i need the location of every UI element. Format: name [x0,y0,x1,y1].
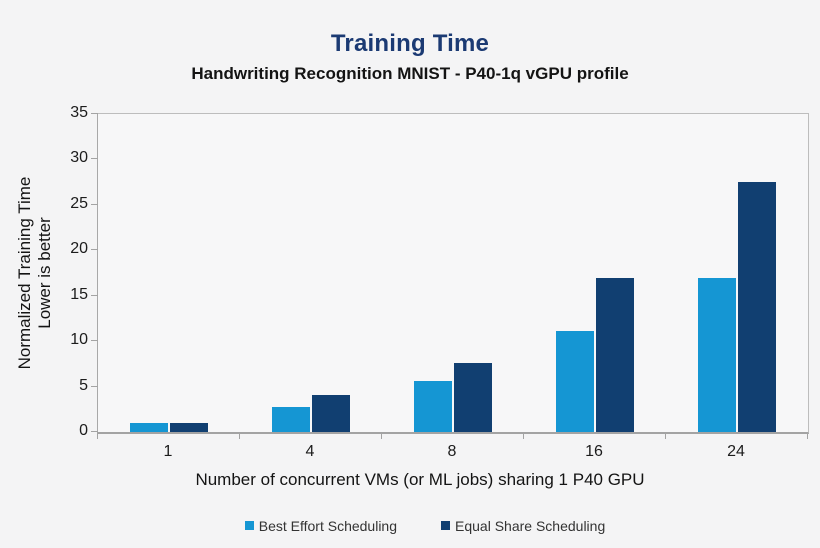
bar-equal-share-scheduling [454,362,492,432]
legend-item: Best Effort Scheduling [244,518,398,534]
y-tick-mark [91,294,98,296]
y-tick-label: 5 [79,376,88,394]
x-category-label: 24 [727,443,745,460]
x-category-label: 8 [447,443,457,460]
bar-group [240,114,382,432]
chart-title: Training Time [330,30,490,57]
chart-subtitle: Handwriting Recognition MNIST - P40-1q v… [191,64,629,83]
y-tick-label: 30 [70,149,88,167]
legend-label: Equal Share Scheduling [455,518,606,534]
bar-equal-share-scheduling [312,394,350,432]
x-tick-mark [523,432,524,439]
bar-equal-share-scheduling [170,422,208,432]
y-tick-mark [91,340,98,342]
x-tick-mark [381,432,382,439]
x-axis-title: Number of concurrent VMs (or ML jobs) sh… [195,470,645,489]
plot-area [97,113,809,434]
legend-label: Best Effort Scheduling [258,518,398,534]
y-tick-mark [91,249,98,251]
x-category-label: 4 [305,443,315,460]
bar-best-effort-scheduling [698,277,736,432]
y-axis-title-line1: Normalized Training Time [15,176,34,370]
bar-best-effort-scheduling [414,381,452,432]
x-category-label: 1 [163,443,173,460]
bar-best-effort-scheduling [130,422,168,432]
y-tick-mark [91,203,98,205]
bar-best-effort-scheduling [556,331,594,432]
bar-group [524,114,666,432]
y-tick-label: 0 [79,422,88,439]
legend-item: Equal Share Scheduling [441,518,605,534]
bar-group [382,114,524,432]
y-tick-mark [91,385,98,387]
y-tick-label: 15 [70,285,88,303]
y-tick-mark [91,113,98,114]
y-axis-title-line2: Lower is better [35,217,54,329]
legend-swatch [244,520,254,530]
y-tick-label: 25 [70,194,88,212]
x-tick-mark [97,432,98,439]
legend-swatch [441,520,451,530]
y-tick-mark [91,158,98,160]
bar-equal-share-scheduling [738,182,776,432]
x-category-label: 16 [585,443,603,460]
legend: Best Effort Scheduling Equal Share Schedu… [0,518,820,534]
x-tick-mark [665,432,666,439]
y-axis-title: Normalized Training Time Lower is better [15,114,57,432]
y-tick-mark [91,431,98,432]
x-tick-mark [807,432,808,439]
bar-group [98,114,240,432]
bar-equal-share-scheduling [596,277,634,432]
bar-best-effort-scheduling [272,407,310,432]
bar-group [666,114,808,432]
y-tick-label: 20 [70,240,88,258]
y-tick-label: 10 [70,331,88,349]
y-tick-label: 35 [70,104,88,121]
x-tick-mark [239,432,240,439]
